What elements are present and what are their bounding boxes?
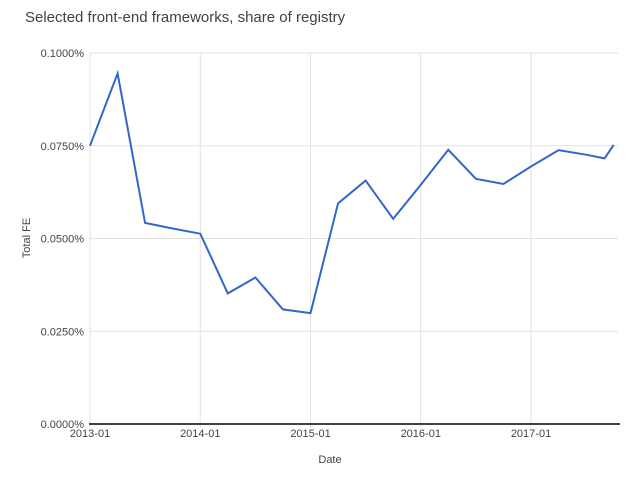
data-line-series (89, 69, 615, 315)
y-tick-label: 0.1000% (41, 48, 85, 60)
x-tick-label: 2013-01 (70, 428, 110, 440)
x-tick-label: 2016-01 (401, 428, 441, 440)
y-axis-title: Total FE (21, 217, 33, 259)
y-tick-label: 0.0500% (41, 234, 85, 246)
x-axis-title: Date (318, 454, 342, 466)
chart-title: Selected front-end frameworks, share of … (25, 9, 346, 26)
x-tick-label: 2014-01 (180, 428, 220, 440)
y-tick-label: 0.0250% (41, 326, 85, 338)
y-tick-label: 0.0000% (41, 419, 85, 431)
y-tick-label: 0.0750% (41, 141, 85, 153)
x-tick-label: 2017-01 (511, 428, 551, 440)
x-tick-label: 2015-01 (290, 428, 330, 440)
